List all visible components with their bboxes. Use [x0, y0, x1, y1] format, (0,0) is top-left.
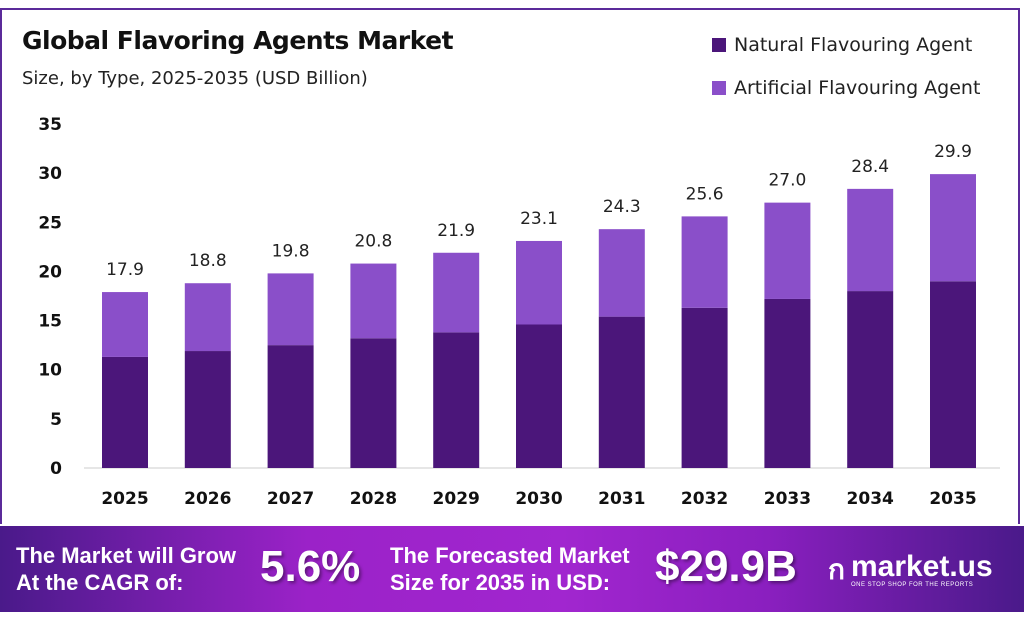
logo-name: market.us — [850, 550, 993, 583]
y-tick-label: 35 — [38, 115, 62, 135]
bar-natural-2031 — [598, 316, 645, 468]
legend: Natural Flavouring Agent Artificial Flav… — [712, 34, 980, 120]
logo-tagline: ONE STOP SHOP FOR THE REPORTS — [850, 582, 974, 588]
legend-item-natural: Natural Flavouring Agent — [712, 34, 980, 56]
legend-label-natural: Natural Flavouring Agent — [734, 34, 973, 56]
y-tick-label: 15 — [38, 312, 62, 332]
x-tick-label: 2034 — [847, 489, 894, 509]
x-tick-label: 2031 — [598, 489, 645, 509]
bar-artificial-2034 — [847, 188, 894, 292]
forecast-label: The Forecasted Market Size for 2035 in U… — [390, 542, 630, 596]
total-label: 24.3 — [603, 197, 641, 217]
market-us-logo: ก market.us ONE STOP SHOP FOR THE REPORT… — [828, 548, 993, 592]
bar-natural-2030 — [516, 324, 562, 468]
logo-icon: ก — [828, 554, 845, 585]
bar-natural-2032 — [681, 307, 728, 468]
bar-natural-2027 — [267, 345, 314, 468]
bar-artificial-2033 — [764, 202, 811, 299]
total-label: 21.9 — [437, 221, 475, 241]
y-tick-label: 5 — [50, 410, 62, 430]
chart-subtitle: Size, by Type, 2025-2035 (USD Billion) — [22, 68, 368, 89]
bar-natural-2029 — [433, 332, 480, 468]
y-tick-label: 20 — [38, 262, 62, 282]
total-label: 18.8 — [189, 251, 227, 271]
total-label: 23.1 — [520, 209, 558, 229]
bar-artificial-2031 — [598, 229, 645, 317]
total-label: 19.8 — [272, 241, 310, 261]
x-tick-label: 2030 — [515, 489, 562, 509]
bar-artificial-2032 — [681, 216, 728, 308]
y-tick-label: 25 — [38, 213, 62, 233]
legend-swatch-natural — [712, 38, 726, 52]
bar-natural-2035 — [930, 281, 976, 468]
bar-artificial-2030 — [516, 240, 562, 325]
y-tick-label: 30 — [38, 164, 62, 184]
bar-artificial-2028 — [350, 263, 397, 339]
x-tick-label: 2035 — [929, 489, 976, 509]
x-tick-label: 2033 — [764, 489, 811, 509]
bar-natural-2033 — [764, 298, 811, 468]
bar-artificial-2029 — [433, 252, 480, 333]
total-label: 28.4 — [851, 157, 889, 177]
chart-frame — [0, 8, 1020, 524]
forecast-label-line2: Size for 2035 in USD: — [390, 570, 611, 595]
bar-artificial-2035 — [930, 174, 976, 282]
forecast-value: $29.9B — [655, 542, 797, 591]
x-tick-label: 2032 — [681, 489, 728, 509]
x-tick-label: 2027 — [267, 489, 314, 509]
legend-item-artificial: Artificial Flavouring Agent — [712, 77, 980, 99]
legend-swatch-artificial — [712, 81, 726, 95]
y-tick-label: 10 — [38, 361, 62, 381]
x-tick-label: 2026 — [184, 489, 231, 509]
bar-artificial-2025 — [102, 292, 148, 357]
chart-title: Global Flavoring Agents Market — [22, 26, 454, 55]
x-tick-label: 2028 — [350, 489, 397, 509]
summary-banner: The Market will Grow At the CAGR of: 5.6… — [0, 526, 1024, 612]
bar-natural-2034 — [847, 291, 894, 468]
cagr-label-line1: The Market will Grow — [16, 543, 237, 568]
total-label: 27.0 — [768, 171, 806, 191]
bar-chart: 0510152025303517.9202518.8202619.8202720… — [38, 115, 1000, 509]
total-label: 25.6 — [686, 184, 724, 204]
total-label: 17.9 — [106, 260, 144, 280]
x-tick-label: 2029 — [433, 489, 480, 509]
total-label: 20.8 — [354, 232, 392, 252]
forecast-label-line1: The Forecasted Market — [390, 543, 630, 568]
bar-artificial-2027 — [267, 273, 314, 346]
cagr-label: The Market will Grow At the CAGR of: — [16, 542, 236, 596]
total-label: 29.9 — [934, 142, 972, 162]
cagr-label-line2: At the CAGR of: — [16, 570, 184, 595]
legend-label-artificial: Artificial Flavouring Agent — [734, 77, 981, 99]
bar-natural-2026 — [184, 351, 231, 468]
cagr-value: 5.6% — [260, 542, 361, 591]
bar-natural-2028 — [350, 338, 397, 468]
y-tick-label: 0 — [50, 459, 62, 479]
bar-artificial-2026 — [184, 283, 231, 352]
bar-natural-2025 — [102, 356, 148, 468]
x-tick-label: 2025 — [101, 489, 148, 509]
